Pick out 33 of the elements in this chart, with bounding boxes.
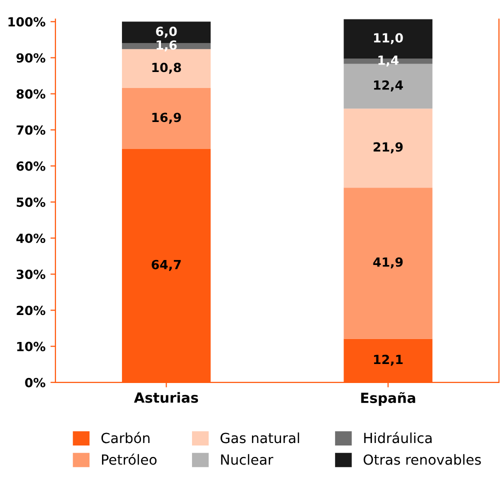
y-tick-label: 80%	[16, 89, 46, 99]
y-tick-label: 90%	[16, 53, 46, 63]
data-label: 12,1	[374, 354, 403, 366]
legend-label: Nuclear	[221, 454, 274, 465]
data-label: 21,9	[374, 142, 403, 154]
y-tick-label: 40%	[16, 234, 46, 244]
data-label: 11,0	[374, 33, 403, 44]
y-tick-label: 60%	[16, 161, 46, 171]
data-label: 10,8	[152, 62, 181, 74]
data-label: 12,4	[374, 80, 403, 92]
legend-label: Petróleo	[102, 454, 157, 465]
data-label: 41,9	[373, 257, 403, 268]
data-label: 1,6	[156, 40, 177, 52]
bar	[344, 108, 432, 188]
data-label: 16,9	[152, 112, 181, 124]
y-tick-label: 70%	[16, 125, 46, 135]
legend-label: Otras renovables	[364, 454, 481, 465]
bar	[122, 88, 211, 149]
y-tick-label: 100%	[8, 17, 46, 27]
x-tick-label: España	[361, 392, 416, 406]
y-tick-label: 10%	[17, 342, 46, 352]
legend-label: Gas natural	[220, 432, 300, 444]
data-label: 1,4	[378, 56, 399, 67]
y-tick-label: 30%	[16, 270, 46, 280]
y-tick-label: 50%	[16, 197, 46, 207]
data-label: 6,0	[156, 26, 177, 38]
x-tick-label: Asturias	[134, 392, 198, 403]
legend-label: Hidráulica	[364, 432, 432, 444]
bar	[344, 188, 432, 339]
legend-label: Carbón	[101, 432, 150, 444]
y-tick-label: 20%	[16, 306, 46, 316]
y-tick-label: 0%	[25, 378, 46, 388]
data-label: 64,7	[152, 260, 181, 271]
